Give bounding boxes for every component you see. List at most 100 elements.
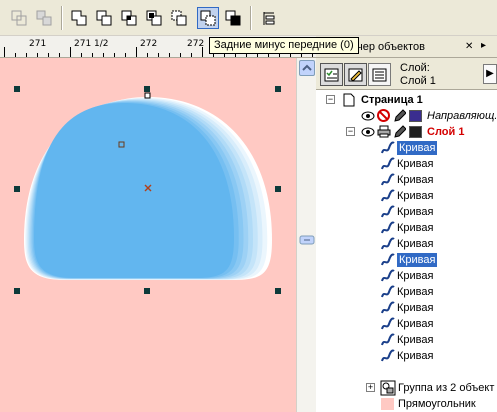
- node-handle[interactable]: [144, 92, 151, 99]
- weld-icon: [71, 10, 87, 26]
- curve-label: Кривая: [397, 318, 434, 330]
- selected-shape[interactable]: [0, 58, 296, 412]
- expand-icon[interactable]: +: [366, 382, 375, 392]
- selection-handle[interactable]: [144, 86, 150, 92]
- curve-icon: [381, 253, 395, 266]
- tree-row-curve[interactable]: Кривая: [316, 172, 497, 188]
- selection-handle[interactable]: [14, 288, 20, 294]
- collapse-icon[interactable]: −: [346, 126, 355, 136]
- object-manager-title-bar: тчер объектов ✕ ▸: [316, 36, 497, 58]
- ruler-tick: [224, 53, 225, 57]
- ruler-tick: [147, 53, 148, 57]
- tree-row-curve[interactable]: Кривая: [316, 156, 497, 172]
- selection-handle[interactable]: [275, 86, 281, 92]
- curve-label: Кривая: [397, 174, 434, 186]
- tree-row-group[interactable]: + Группа из 2 объект: [316, 380, 497, 396]
- ruler-tick: [235, 53, 236, 57]
- pin-icon[interactable]: ▸: [481, 40, 487, 51]
- selection-handle[interactable]: [275, 288, 281, 294]
- back-minus-front-icon: [200, 10, 216, 26]
- create-boundary-button[interactable]: [222, 7, 244, 29]
- scroll-splitter-grip[interactable]: [297, 232, 317, 248]
- tree-row-curve[interactable]: Кривая: [316, 236, 497, 252]
- group-icon: [380, 380, 396, 396]
- curve-icon: [381, 317, 395, 330]
- no-print-icon[interactable]: [377, 109, 390, 122]
- close-icon[interactable]: ✕: [465, 41, 474, 52]
- curve-label: Кривая: [397, 350, 434, 362]
- align-distribute-button[interactable]: [258, 7, 280, 29]
- combine-button[interactable]: [8, 7, 30, 29]
- guides-label: Направляющ...: [427, 110, 497, 122]
- tree-row-curve[interactable]: Кривая: [316, 348, 497, 364]
- shaping-toolbar: [0, 0, 497, 36]
- tree-row-guides[interactable]: Направляющ...: [316, 108, 497, 124]
- guides-color-swatch: [409, 110, 422, 122]
- intersect-button[interactable]: [118, 7, 140, 29]
- layer-color-swatch: [409, 126, 422, 138]
- tree-row-curve[interactable]: Кривая: [316, 268, 497, 284]
- tree-row-rectangle[interactable]: Прямоугольник: [316, 396, 497, 412]
- pencil-icon[interactable]: [393, 125, 406, 139]
- ruler-label: 272: [187, 39, 205, 49]
- tree-row-curve[interactable]: Кривая: [316, 252, 497, 268]
- blend-start-handle[interactable]: [118, 141, 125, 148]
- ruler-tick: [290, 53, 291, 57]
- edit-across-layers-button[interactable]: [344, 63, 367, 86]
- curve-label: Кривая: [397, 190, 434, 202]
- back-minus-front-button[interactable]: [197, 7, 219, 29]
- front-minus-back-button[interactable]: [168, 7, 190, 29]
- tree-row-curve[interactable]: Кривая: [316, 140, 497, 156]
- tree-row-curve[interactable]: Кривая: [316, 300, 497, 316]
- show-properties-button[interactable]: [320, 63, 343, 86]
- curve-icon: [381, 269, 395, 282]
- curve-label: Кривая: [397, 253, 438, 267]
- scroll-up-button[interactable]: [299, 60, 315, 76]
- selection-handle[interactable]: [275, 186, 281, 192]
- tree-row-curve[interactable]: Кривая: [316, 220, 497, 236]
- selection-handle[interactable]: [144, 288, 150, 294]
- tree-row-curve[interactable]: Кривая: [316, 332, 497, 348]
- trim-button[interactable]: [93, 7, 115, 29]
- front-minus-back-icon: [171, 10, 187, 26]
- tree-row-layer[interactable]: − Слой 1: [316, 124, 497, 140]
- selection-handle[interactable]: [14, 186, 20, 192]
- trim-icon: [96, 10, 112, 26]
- curve-label: Кривая: [397, 270, 434, 282]
- ruler-label: 271: [29, 39, 47, 49]
- tree-row-curve[interactable]: Кривая: [316, 188, 497, 204]
- curve-label: Кривая: [397, 302, 434, 314]
- simplify-button[interactable]: [143, 7, 165, 29]
- eye-icon[interactable]: [361, 110, 375, 122]
- printer-icon[interactable]: [377, 125, 391, 138]
- tree-row-curve[interactable]: Кривая: [316, 204, 497, 220]
- vertical-scrollbar[interactable]: [296, 58, 316, 412]
- ruler-tick: [191, 53, 192, 57]
- ruler-tick: [59, 53, 60, 57]
- selection-handle[interactable]: [14, 86, 20, 92]
- curve-label: Кривая: [397, 206, 434, 218]
- break-apart-button[interactable]: [33, 7, 55, 29]
- drawing-canvas[interactable]: [0, 58, 296, 412]
- weld-button[interactable]: [68, 7, 90, 29]
- docker-title: тчер объектов: [352, 41, 425, 53]
- ruler-tick: [70, 47, 71, 57]
- eye-icon[interactable]: [361, 126, 375, 138]
- tree-row-page[interactable]: − Страница 1: [316, 92, 497, 108]
- pencil-icon[interactable]: [393, 109, 406, 123]
- tree-row-curve[interactable]: Кривая: [316, 284, 497, 300]
- layer-view-icon: [372, 68, 387, 82]
- tree-row-curve[interactable]: Кривая: [316, 316, 497, 332]
- curve-icon: [381, 205, 395, 218]
- docker-menu-button[interactable]: ▶: [483, 64, 497, 84]
- curve-label: Кривая: [397, 222, 434, 234]
- rectangle-icon: [381, 398, 394, 410]
- ruler-tick: [48, 53, 49, 57]
- layer-manager-view-button[interactable]: [368, 63, 391, 86]
- create-boundary-icon: [225, 10, 241, 26]
- curve-label: Кривая: [397, 141, 438, 155]
- ruler-label: 272: [140, 39, 158, 49]
- layer-label: Слой 1: [427, 126, 465, 138]
- align-distribute-icon: [263, 12, 275, 25]
- collapse-icon[interactable]: −: [326, 94, 335, 104]
